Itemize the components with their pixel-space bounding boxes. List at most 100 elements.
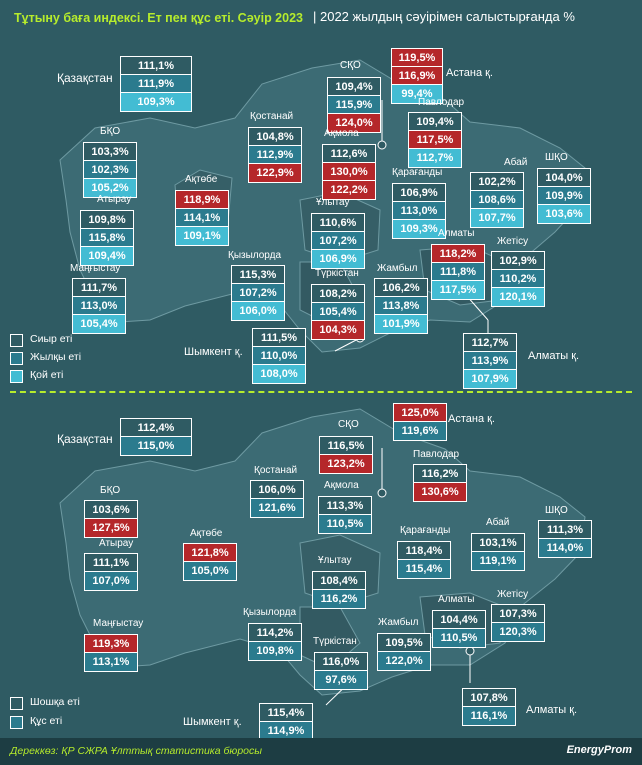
bottom-value-almaty_reg-0: 104,4%: [433, 611, 485, 629]
bottom-value-turkistan-1: 97,6%: [315, 671, 367, 689]
top-value-kyzylorda-0: 115,3%: [232, 266, 284, 284]
bottom-label-shymkent: Шымкент қ.: [183, 716, 242, 728]
header: Тұтыну баға индексі. Ет пен құс еті. Сәу…: [0, 0, 642, 34]
top-value-karaganda-0: 106,9%: [393, 184, 445, 202]
top-value-almaty_city-0: 112,7%: [464, 334, 516, 352]
top-values-zhetisu: 102,9% 110,2% 120,1%: [491, 251, 545, 307]
top-label-turkistan: Түркістан: [315, 268, 359, 279]
top-label-country: Қазақстан: [57, 71, 113, 85]
top-value-zhambyl-2: 101,9%: [375, 315, 427, 333]
bottom-value-akmola-0: 113,3%: [319, 497, 371, 515]
bottom-values-shymkent: 115,4% 114,9%: [259, 703, 313, 741]
page-subtitle: | 2022 жылдың сәуірімен салыстырғанда %: [313, 9, 575, 24]
top-values-aktobe: 118,9% 114,1% 109,1%: [175, 190, 229, 246]
top-values-shymkent: 111,5% 110,0% 108,0%: [252, 328, 306, 384]
footer: Дереккөз: ҚР СЖРА Ұлттық статистика бюро…: [0, 738, 642, 765]
bottom-value-turkistan-0: 116,0%: [315, 653, 367, 671]
top-values-zhambyl: 106,2% 113,8% 101,9%: [374, 278, 428, 334]
bottom-label-sko: СҚО: [338, 419, 359, 430]
top-value-country-1: 111,9%: [121, 75, 191, 93]
top-value-atyrau-1: 115,8%: [81, 229, 133, 247]
top-label-aktobe: Ақтөбе: [185, 174, 218, 185]
bottom-value-mangystau-0: 119,3%: [85, 635, 137, 653]
bottom-values-almaty_city: 107,8% 116,1%: [462, 688, 516, 726]
top-label-kostanay: Қостанай: [250, 111, 294, 122]
top-value-atyrau-0: 109,8%: [81, 211, 133, 229]
top-value-shko-0: 104,0%: [538, 169, 590, 187]
top-values-turkistan: 108,2% 105,4% 104,3%: [311, 284, 365, 340]
top-label-ulytau: Ұлытау: [316, 197, 350, 208]
bottom-values-kyzylorda: 114,2% 109,8%: [248, 623, 302, 661]
top-label-abay: Абай: [504, 157, 528, 168]
bottom-value-zhambyl-0: 109,5%: [378, 634, 430, 652]
top-values-atyrau: 109,8% 115,8% 109,4%: [80, 210, 134, 266]
bottom-values-atyrau: 111,1% 107,0%: [84, 553, 138, 591]
top-value-almaty_city-1: 113,9%: [464, 352, 516, 370]
top-value-aktobe-0: 118,9%: [176, 191, 228, 209]
bottom-value-ulytau-0: 108,4%: [313, 572, 365, 590]
bottom-label-kostanay: Қостанай: [254, 465, 298, 476]
top-value-karaganda-1: 113,0%: [393, 202, 445, 220]
top-value-karaganda-2: 109,3%: [393, 220, 445, 238]
top-value-sko-2: 124,0%: [328, 114, 380, 132]
bottom-values-country: 112,4% 115,0%: [120, 418, 192, 456]
top-value-country-2: 109,3%: [121, 93, 191, 111]
bottom-value-aktobe-1: 105,0%: [184, 562, 236, 580]
bottom-value-akmola-1: 110,5%: [319, 515, 371, 533]
top-label-mangystau: Маңғыстау: [70, 263, 121, 274]
top-value-country-0: 111,1%: [121, 57, 191, 75]
top-value-zhetisu-1: 110,2%: [492, 270, 544, 288]
bottom-value-zhetisu-1: 120,3%: [492, 623, 544, 641]
bottom-value-shymkent-1: 114,9%: [260, 722, 312, 740]
top-value-kyzylorda-1: 107,2%: [232, 284, 284, 302]
bottom-values-abay: 103,1% 119,1%: [471, 533, 525, 571]
top-label-karaganda: Қарағанды: [392, 167, 443, 178]
bottom-value-abay-1: 119,1%: [472, 552, 524, 570]
bottom-label-karaganda: Қарағанды: [400, 525, 451, 536]
section-divider: [10, 391, 632, 393]
bottom-value-astana-1: 119,6%: [394, 422, 446, 440]
bottom-value-abay-0: 103,1%: [472, 534, 524, 552]
top-value-almaty_reg-1: 111,8%: [432, 263, 484, 281]
top-value-shymkent-0: 111,5%: [253, 329, 305, 347]
top-value-zhetisu-2: 120,1%: [492, 288, 544, 306]
top-value-turkistan-1: 105,4%: [312, 303, 364, 321]
legend-label-beef: Сиыр еті: [30, 333, 73, 345]
top-value-akmola-2: 122,2%: [323, 181, 375, 199]
bottom-values-bko: 103,6% 127,5%: [84, 500, 138, 538]
top-values-akmola: 112,6% 130,0% 122,2%: [322, 144, 376, 200]
top-value-pavlodar-0: 109,4%: [409, 113, 461, 131]
bottom-label-akmola: Ақмола: [324, 480, 359, 491]
top-value-shymkent-2: 108,0%: [253, 365, 305, 383]
bottom-label-aktobe: Ақтөбе: [190, 528, 223, 539]
bottom-label-shko: ШҚО: [545, 505, 568, 516]
top-value-shko-1: 109,9%: [538, 187, 590, 205]
top-value-kyzylorda-2: 106,0%: [232, 302, 284, 320]
top-value-abay-1: 108,6%: [471, 191, 523, 209]
bottom-values-almaty_reg: 104,4% 110,5%: [432, 610, 486, 648]
bottom-value-aktobe-0: 121,8%: [184, 544, 236, 562]
bottom-label-almaty_reg: Алматы: [438, 594, 475, 605]
bottom-values-zhambyl: 109,5% 122,0%: [377, 633, 431, 671]
bottom-value-country-0: 112,4%: [121, 419, 191, 437]
top-values-kostanay: 104,8% 112,9% 122,9%: [248, 127, 302, 183]
top-value-mangystau-0: 111,7%: [73, 279, 125, 297]
top-value-akmola-0: 112,6%: [323, 145, 375, 163]
brand-logo: EnergyProm: [566, 744, 632, 756]
bottom-label-almaty_city: Алматы қ.: [526, 704, 578, 716]
top-values-mangystau: 111,7% 113,0% 105,4%: [72, 278, 126, 334]
bottom-label-zhetisu: Жетісу: [497, 589, 529, 600]
top-value-aktobe-1: 114,1%: [176, 209, 228, 227]
top-value-ulytau-1: 107,2%: [312, 232, 364, 250]
bottom-value-astana-0: 125,0%: [394, 404, 446, 422]
bottom-label-zhambyl: Жамбыл: [378, 617, 419, 628]
top-label-sko: СҚО: [340, 60, 361, 71]
bottom-value-bko-1: 127,5%: [85, 519, 137, 537]
bottom-values-zhetisu: 107,3% 120,3%: [491, 604, 545, 642]
bottom-value-country-1: 115,0%: [121, 437, 191, 455]
legend-swatch-horse: [10, 352, 23, 365]
top-value-zhambyl-1: 113,8%: [375, 297, 427, 315]
top-value-almaty_city-2: 107,9%: [464, 370, 516, 388]
top-values-sko: 109,4% 115,9% 124,0%: [327, 77, 381, 133]
top-value-almaty_reg-2: 117,5%: [432, 281, 484, 299]
